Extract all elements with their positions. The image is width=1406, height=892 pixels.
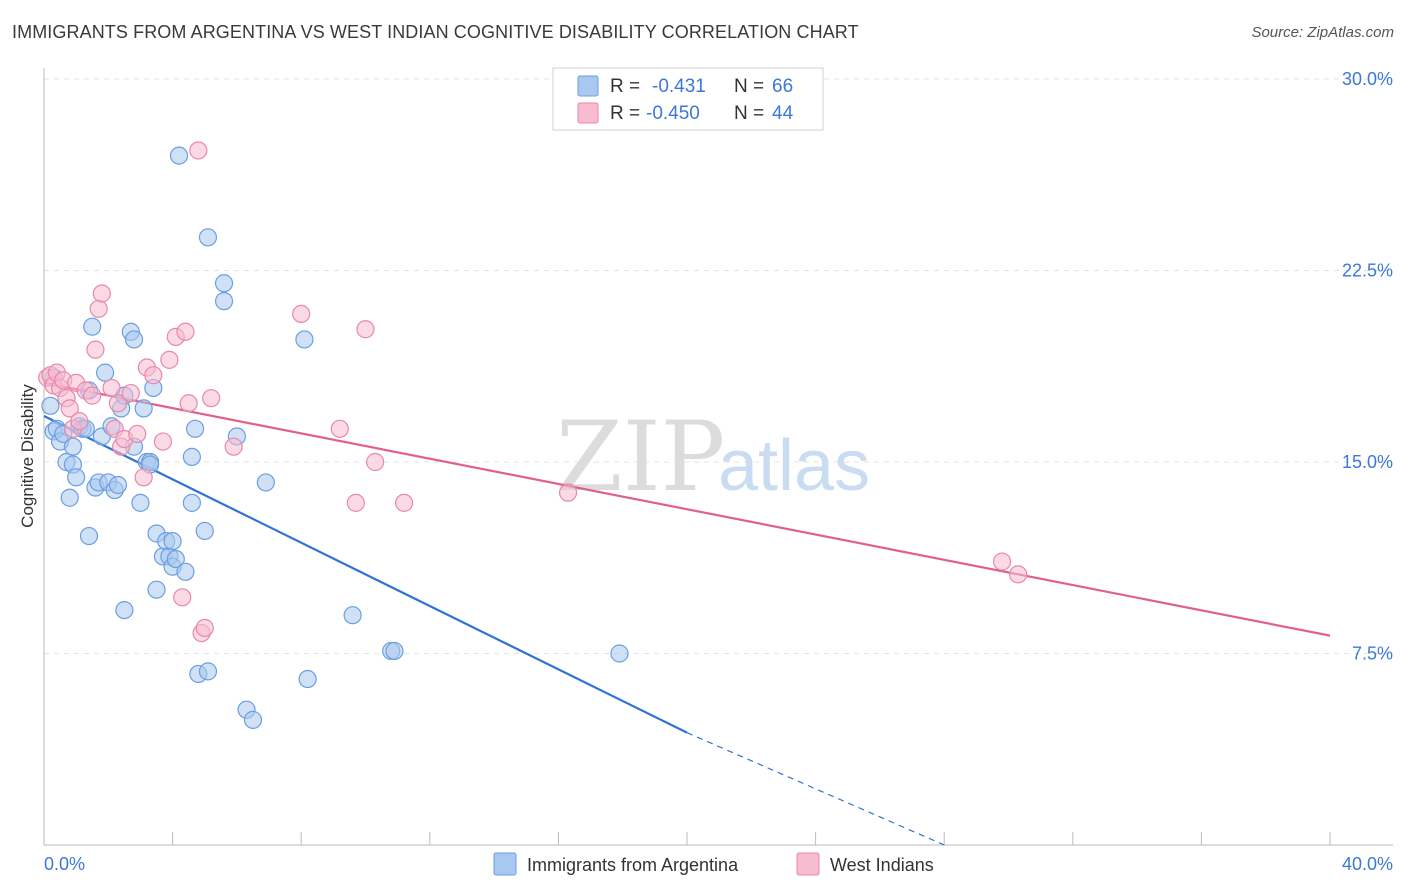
point-west-indians <box>189 141 208 160</box>
point-west-indians <box>160 350 179 369</box>
legend-label-west-indians: West Indians <box>830 855 934 875</box>
scatter-points <box>38 141 1028 729</box>
watermark: ZIP atlas <box>556 401 870 513</box>
point-argentina <box>63 437 83 456</box>
point-west-indians <box>394 493 414 512</box>
y-tick-label: 7.5% <box>1352 644 1393 664</box>
point-argentina <box>295 330 314 349</box>
chart-title: IMMIGRANTS FROM ARGENTINA VS WEST INDIAN… <box>12 22 859 42</box>
tick-labels: 7.5% 15.0% 22.5% 30.0% 0.0% 40.0% <box>44 69 1393 874</box>
point-west-indians <box>134 468 153 487</box>
trendline-west-indians <box>43 381 1331 637</box>
point-argentina <box>214 292 234 311</box>
point-argentina <box>115 600 134 620</box>
source-credit: Source: ZipAtlas.com <box>1251 24 1394 41</box>
point-west-indians <box>89 299 108 318</box>
y-tick-label: 30.0% <box>1342 69 1393 89</box>
point-argentina <box>95 363 115 382</box>
point-argentina <box>195 521 214 541</box>
point-west-indians <box>202 389 221 408</box>
point-west-indians <box>356 320 375 339</box>
point-argentina <box>166 549 185 569</box>
legend-r-value-2: -0.450 <box>646 103 700 124</box>
point-west-indians <box>992 552 1012 571</box>
y-tick-label: 15.0% <box>1342 452 1393 472</box>
point-argentina <box>131 493 150 512</box>
point-west-indians <box>179 394 198 413</box>
legend-r-label-2: R = <box>610 103 640 124</box>
point-west-indians <box>86 340 105 359</box>
point-west-indians <box>144 366 163 385</box>
watermark-zip: ZIP <box>556 401 725 513</box>
point-argentina <box>147 580 166 599</box>
legend-n-label-1: N = <box>734 76 764 97</box>
point-west-indians <box>1009 565 1028 584</box>
point-argentina <box>214 274 234 293</box>
point-argentina <box>182 447 201 466</box>
point-argentina <box>134 399 153 418</box>
x-tick-label: 0.0% <box>44 854 85 874</box>
legend-n-value-1: 66 <box>772 76 793 97</box>
point-west-indians <box>330 419 349 438</box>
y-tick-label: 22.5% <box>1342 261 1393 281</box>
legend-key-west-indians <box>796 852 820 876</box>
correlation-legend: R = -0.431 N = 66 R = -0.450 N = 44 <box>552 67 824 131</box>
grid-lines <box>44 78 1393 654</box>
point-west-indians <box>173 588 192 607</box>
point-west-indians <box>70 412 89 431</box>
point-argentina <box>163 532 182 551</box>
legend-swatch-west-indians <box>577 102 599 124</box>
point-argentina <box>108 475 128 495</box>
point-west-indians <box>121 383 140 403</box>
x-tick-label: 40.0% <box>1342 854 1393 874</box>
legend-r-value-1: -0.431 <box>652 76 706 97</box>
y-axis-label: Cognitive Disability <box>18 384 37 528</box>
legend-r-label-1: R = <box>610 76 640 97</box>
point-west-indians <box>60 399 79 418</box>
point-argentina <box>385 641 404 661</box>
point-argentina <box>67 468 86 487</box>
point-argentina <box>41 396 60 415</box>
point-argentina <box>343 606 362 625</box>
legend-n-label-2: N = <box>734 103 764 124</box>
legend-key-argentina <box>493 852 517 876</box>
legend-label-argentina: Immigrants from Argentina <box>527 855 739 875</box>
point-argentina <box>298 669 317 689</box>
point-argentina <box>186 419 205 438</box>
point-west-indians <box>83 386 102 405</box>
series-legend: Immigrants from Argentina West Indians <box>493 852 934 876</box>
legend-swatch-argentina <box>577 75 599 97</box>
point-argentina <box>169 146 189 165</box>
point-west-indians <box>195 618 214 638</box>
point-west-indians <box>558 483 578 502</box>
point-argentina <box>124 330 144 349</box>
point-west-indians <box>176 322 195 341</box>
watermark-atlas: atlas <box>718 426 870 506</box>
point-west-indians <box>92 284 111 303</box>
point-west-indians <box>153 432 173 451</box>
point-west-indians <box>128 424 147 444</box>
point-west-indians <box>108 394 128 413</box>
point-argentina <box>256 473 275 492</box>
trendline-argentina-extension <box>686 732 945 846</box>
point-west-indians <box>346 493 365 512</box>
point-west-indians <box>224 437 243 456</box>
legend-n-value-2: 44 <box>772 103 794 124</box>
point-argentina <box>610 644 629 663</box>
point-argentina <box>83 317 102 336</box>
point-argentina <box>243 710 263 729</box>
point-west-indians <box>102 378 121 398</box>
point-argentina <box>60 488 79 507</box>
point-argentina <box>182 493 201 512</box>
point-argentina <box>198 662 218 681</box>
point-argentina <box>176 562 195 581</box>
axes <box>43 68 1393 846</box>
point-argentina <box>198 228 218 247</box>
point-argentina <box>79 526 99 546</box>
point-west-indians <box>292 304 311 324</box>
point-west-indians <box>366 452 385 472</box>
